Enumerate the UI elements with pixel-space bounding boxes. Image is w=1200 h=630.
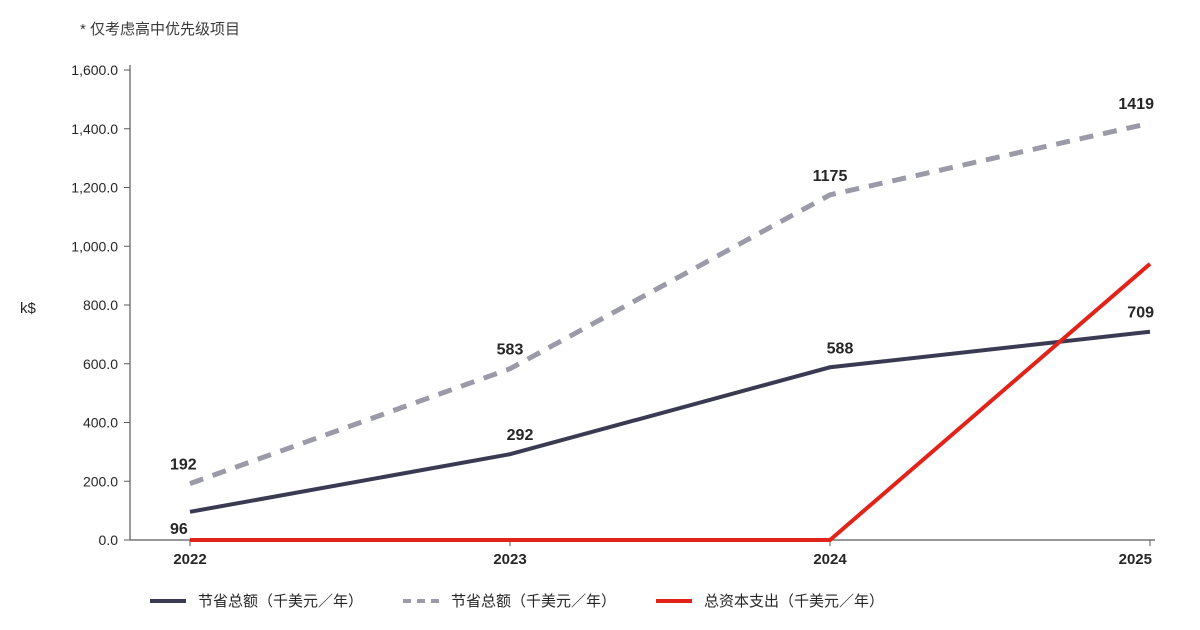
y-tick-label: 800.0 [83,297,118,313]
x-tick-label: 2022 [173,551,206,568]
data-label: 96 [170,521,188,538]
y-tick-label: 200.0 [83,473,118,489]
legend-swatch [403,599,439,603]
y-tick-label: 1,000.0 [71,238,118,254]
x-tick-label: 2024 [813,551,847,568]
data-label: 709 [1127,305,1154,322]
line-chart: 0.0 200.0 400.0 600.0 800.0 1,000.0 1,200.0 1,4… [0,0,1200,630]
y-tick-label: 400.0 [83,415,118,431]
legend-item-solid_red: 总资本支出（千美元／年） [656,590,884,611]
series-line-solid_dark [190,332,1150,512]
y-tick-label: 600.0 [83,356,118,372]
legend-item-solid_dark: 节省总额（千美元／年） [150,590,363,611]
series-line-solid_red [190,264,1150,540]
y-tick-label: 1,200.0 [71,180,118,196]
x-tick-label: 2025 [1119,551,1152,568]
y-tick-label: 0.0 [99,532,119,548]
chart-legend: 节省总额（千美元／年） 节省总额（千美元／年） 总资本支出（千美元／年） [150,590,884,611]
legend-item-dashed_grey: 节省总额（千美元／年） [403,590,616,611]
legend-label: 总资本支出（千美元／年） [704,590,884,611]
y-tick-label: 1,600.0 [71,62,118,78]
legend-label: 节省总额（千美元／年） [198,590,363,611]
legend-swatch [656,599,692,603]
data-label: 1175 [813,168,848,185]
legend-label: 节省总额（千美元／年） [451,590,616,611]
series-line-dashed_grey [190,123,1150,483]
data-label: 292 [507,427,534,444]
data-label: 192 [170,457,197,474]
data-label: 588 [827,340,854,357]
legend-swatch [150,599,186,603]
x-tick-label: 2023 [493,551,526,568]
y-tick-label: 1,400.0 [71,121,118,137]
data-label: 1419 [1118,96,1154,113]
data-label: 583 [497,342,524,359]
